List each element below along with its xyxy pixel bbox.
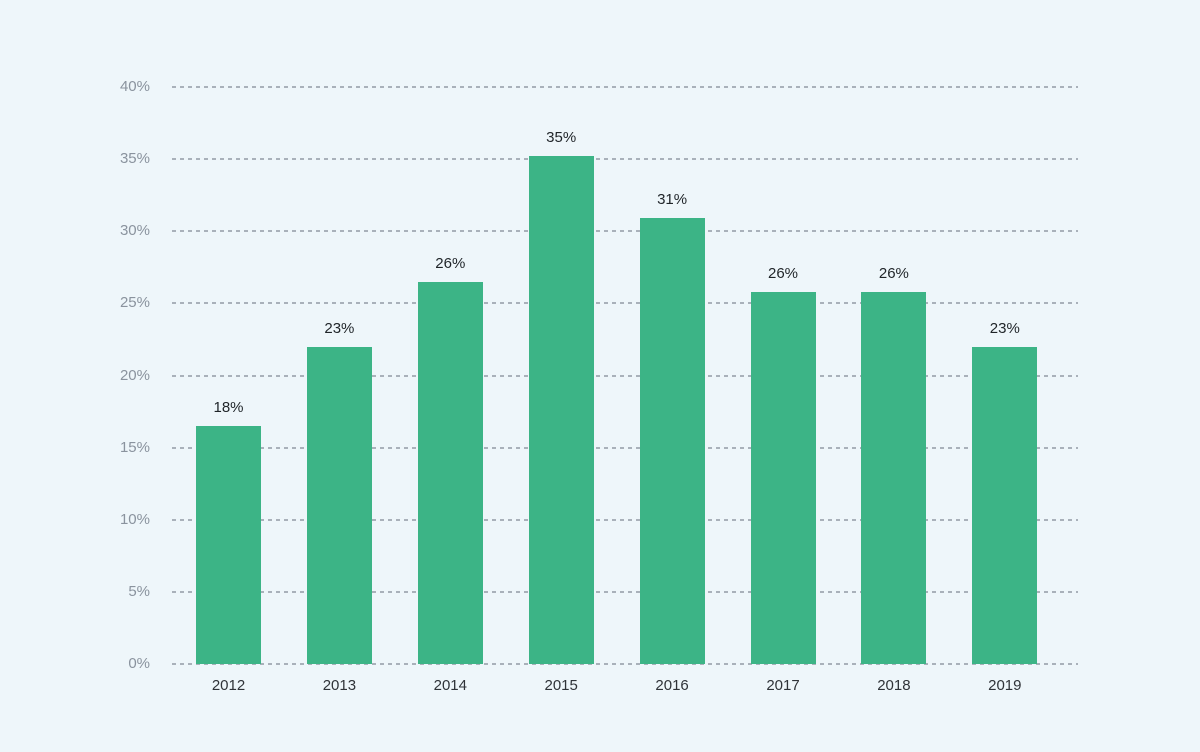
gridline-35 <box>172 158 1078 161</box>
bar-2015 <box>528 156 594 664</box>
x-axis-tick-label-2014: 2014 <box>433 677 467 694</box>
bar-value-label-2017: 26% <box>767 264 799 282</box>
y-axis-tick-label: 25% <box>119 294 150 312</box>
bar-2018 <box>861 291 927 664</box>
x-axis-tick-label-2013: 2013 <box>322 677 357 694</box>
bar-value-label-2016: 31% <box>657 191 688 209</box>
x-axis-tick-label-2017: 2017 <box>766 677 800 694</box>
gridline-10 <box>172 518 1078 521</box>
bar-value-label-2019: 23% <box>989 319 1020 337</box>
bar-value-label-2014: 26% <box>435 254 466 272</box>
x-axis-tick-label-2018: 2018 <box>877 677 911 694</box>
x-axis-tick-label-2012: 2012 <box>211 677 246 694</box>
x-axis-tick-label-2016: 2016 <box>655 677 689 694</box>
bar-value-label-2015: 35% <box>546 129 577 147</box>
y-axis-tick-label: 35% <box>119 150 150 168</box>
bar-2016 <box>639 218 705 664</box>
gridline-30 <box>172 230 1078 233</box>
y-axis-tick-label: 40% <box>119 78 150 95</box>
y-axis-tick-label: 0% <box>128 655 150 672</box>
bar-2019 <box>972 346 1038 664</box>
y-axis-tick-label: 20% <box>119 366 150 384</box>
gridline-40 <box>172 86 1078 88</box>
gridline-15 <box>172 446 1078 449</box>
y-axis-tick-label: 30% <box>119 222 150 240</box>
gridline-20 <box>172 374 1078 377</box>
x-axis-tick-label-2019: 2019 <box>988 677 1022 694</box>
bar-value-label-2018: 26% <box>878 264 909 282</box>
bar-value-label-2013: 23% <box>324 319 355 337</box>
bar-2014 <box>417 281 483 664</box>
gridline-5 <box>172 590 1078 593</box>
x-axis-tick-label-2015: 2015 <box>544 677 578 694</box>
y-axis-tick-label: 10% <box>119 510 150 528</box>
bar-value-label-2012: 18% <box>213 398 244 416</box>
bar-2017 <box>750 291 816 664</box>
gridline-25 <box>172 302 1078 305</box>
gridline-0 <box>172 663 1078 665</box>
bar-2013 <box>306 346 372 664</box>
y-axis-tick-label: 5% <box>128 582 150 600</box>
y-axis-tick-label: 15% <box>119 438 150 456</box>
bar-2012 <box>196 426 261 664</box>
